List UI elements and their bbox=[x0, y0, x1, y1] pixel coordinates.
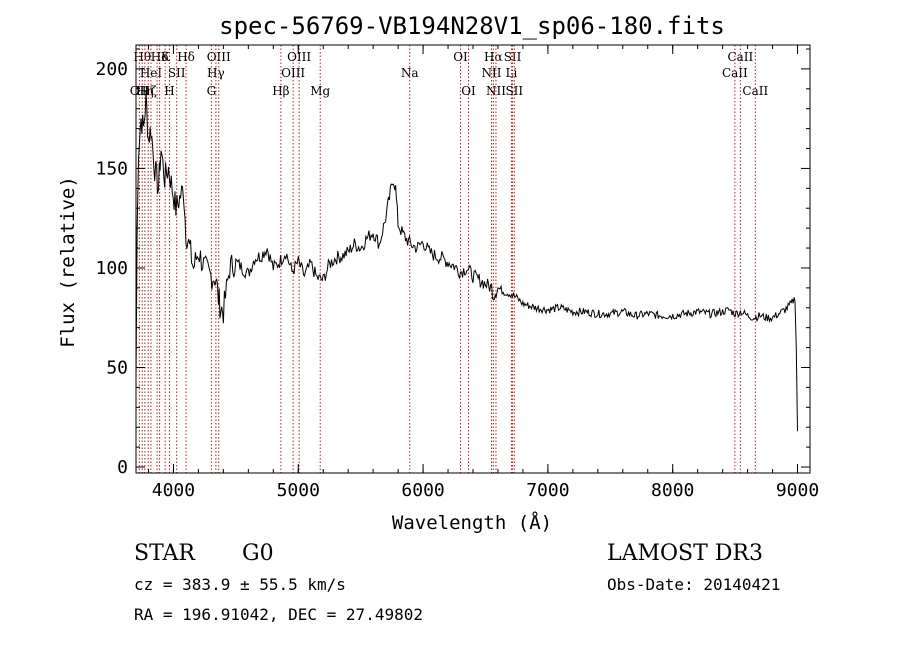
line-marker-label-10: Hδ bbox=[177, 50, 195, 64]
redshift-value: cz = 383.9 ± 55.5 km/s bbox=[134, 575, 346, 594]
line-marker-label-12: Hγ bbox=[207, 66, 225, 80]
chart-title: spec-56769-VB194N28V1_sp06-180.fits bbox=[219, 12, 725, 40]
x-tick-label-4: 8000 bbox=[651, 480, 694, 501]
x-tick-label-0: 4000 bbox=[152, 480, 195, 501]
x-tick-label-5: 9000 bbox=[776, 480, 819, 501]
x-tick-label-3: 7000 bbox=[526, 480, 569, 501]
spectrum-line bbox=[135, 90, 798, 432]
y-axis-ticks: 0 50 100 150 200 bbox=[95, 48, 810, 478]
plot-frame bbox=[135, 44, 811, 474]
line-marker-label-16: OIII bbox=[287, 50, 311, 64]
object-subclass: G0 bbox=[242, 541, 274, 566]
line-marker-label-24: Li bbox=[506, 66, 518, 80]
line-marker-label-21: NII bbox=[481, 66, 501, 80]
line-marker-label-26: SII bbox=[505, 84, 523, 98]
line-marker-label-4: HeI bbox=[140, 66, 163, 80]
line-marker-label-13: OIII bbox=[207, 50, 231, 64]
line-marker-label-9: SII bbox=[168, 66, 186, 80]
x-tick-label-2: 6000 bbox=[401, 480, 444, 501]
x-axis-ticks: 4000 5000 6000 7000 8000 9000 bbox=[147, 45, 819, 501]
y-axis-label: Flux (relative) bbox=[57, 176, 79, 348]
coordinates: RA = 196.91042, DEC = 27.49802 bbox=[134, 605, 423, 624]
y-tick-label-4: 200 bbox=[95, 59, 128, 80]
line-marker-label-7: K bbox=[161, 50, 171, 64]
x-axis-label: Wavelength (Å) bbox=[392, 511, 552, 534]
object-class: STAR bbox=[134, 541, 196, 566]
line-marker-label-23: NII bbox=[486, 84, 506, 98]
line-marker-label-22: Hα bbox=[484, 50, 503, 64]
y-tick-label-2: 100 bbox=[95, 258, 128, 279]
line-marker-label-3: Hζ bbox=[140, 84, 157, 98]
line-marker-label-2: Hη bbox=[136, 84, 154, 98]
line-marker-label-25: SII bbox=[504, 50, 522, 64]
line-marker-label-14: Hβ bbox=[272, 84, 289, 98]
line-markers: OIIHθHηHζHeIHδKHSIIHδGHγOIIIHβOIIIOIIIMg… bbox=[130, 45, 768, 473]
line-marker-label-1: Hθ bbox=[133, 50, 151, 64]
line-marker-label-8: H bbox=[164, 84, 174, 98]
line-marker-label-19: OI bbox=[453, 50, 468, 64]
line-marker-label-20: OI bbox=[461, 84, 476, 98]
line-marker-label-18: Na bbox=[401, 66, 419, 80]
spectrum-series bbox=[135, 90, 798, 432]
line-marker-label-17: Mg bbox=[310, 84, 330, 98]
line-marker-label-11: G bbox=[207, 84, 217, 98]
survey-name: LAMOST DR3 bbox=[607, 541, 763, 566]
line-marker-label-6: Hδ bbox=[151, 50, 169, 64]
line-marker-label-29: CaII bbox=[742, 84, 768, 98]
line-marker-label-28: CaII bbox=[727, 50, 753, 64]
y-tick-label-1: 50 bbox=[106, 357, 128, 378]
x-tick-label-1: 5000 bbox=[277, 480, 320, 501]
line-marker-label-27: CaII bbox=[722, 66, 748, 80]
y-tick-label-3: 150 bbox=[95, 158, 128, 179]
observation-date: Obs-Date: 20140421 bbox=[607, 575, 780, 594]
y-tick-label-0: 0 bbox=[117, 457, 128, 478]
line-marker-label-15: OIII bbox=[281, 66, 305, 80]
